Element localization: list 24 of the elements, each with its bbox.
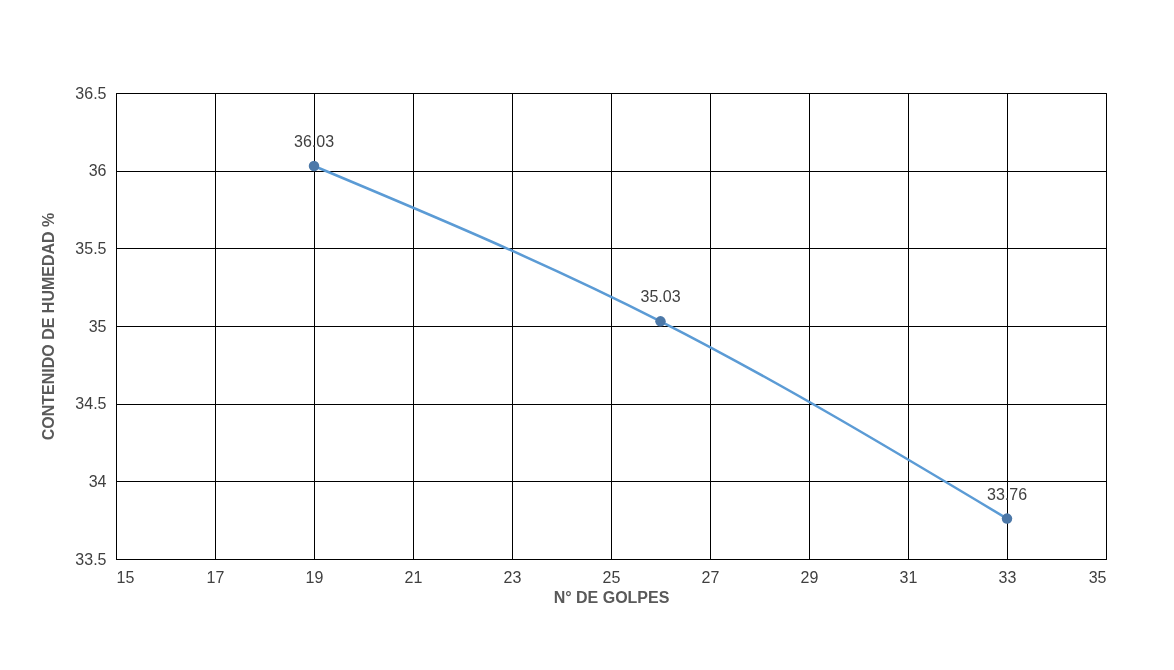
y-tick-label: 35 — [88, 317, 107, 335]
x-tick-label: 19 — [305, 568, 324, 586]
y-tick-label: 34 — [88, 472, 107, 490]
x-tick-label: 33 — [998, 568, 1017, 586]
y-tick-label: 36 — [88, 162, 107, 180]
x-tick-label: 27 — [701, 568, 720, 586]
x-axis-title: N° DE GOLPES — [553, 588, 670, 606]
y-tick-label: 33.5 — [75, 550, 107, 568]
point — [1001, 513, 1013, 524]
y-tick-label: 36.5 — [75, 84, 107, 102]
y-tick-label: 35.5 — [75, 239, 107, 257]
x-tick-label: 25 — [602, 568, 621, 586]
x-tick-label: 31 — [899, 568, 918, 586]
y-tick-label: 34.5 — [75, 395, 107, 413]
x-tick-label: 23 — [503, 568, 522, 586]
x-tick-label: 35 — [1088, 568, 1107, 586]
point — [655, 316, 666, 327]
x-tick-label: 29 — [800, 568, 819, 586]
data-label: 35.03 — [640, 288, 681, 306]
x-tick-label: 21 — [404, 568, 423, 586]
x-tick-label: 17 — [206, 568, 225, 586]
y-axis-title: CONTENIDO DE HUMEDAD % — [40, 212, 58, 441]
x-tick-label: 15 — [116, 568, 135, 586]
point — [308, 160, 320, 172]
